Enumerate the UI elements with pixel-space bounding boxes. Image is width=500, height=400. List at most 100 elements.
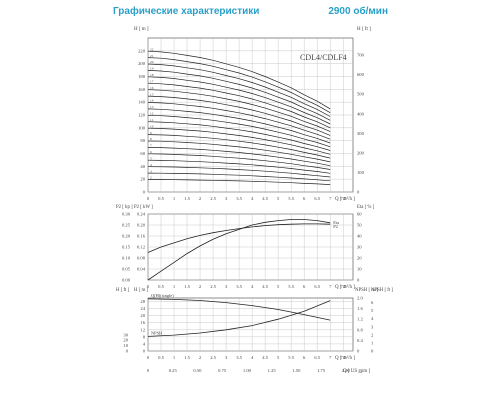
npsh-chart-ytick-m-label: 8 [143,334,146,339]
head-curve-label-14: 14 [150,99,154,103]
npsh-chart-xtick-label: 5.5 [288,355,294,360]
head-curve-21 [147,57,331,114]
gpm-axis-label: Q [ US gpm ] [343,369,371,374]
head-chart-xtick-label: 3 [225,196,228,201]
head-curve-label-4: 4 [150,163,152,167]
head-curve-label-3: 3 [150,169,152,173]
head-curve-label-22: 22 [150,47,154,51]
head-curve-label-15: 15 [150,92,154,96]
npsh-chart-ylabel-m: H [ m ] [134,288,148,293]
npsh-chart-ytick-m-label: 20 [140,313,145,318]
gpm-axis-tick-label: 1.75 [317,368,326,373]
power-chart-ytick-kw-label: 0.20 [137,223,146,228]
gpm-axis-tick-label: 0 [147,368,150,373]
head-chart-ytick-label: 40 [140,164,145,169]
npsh-chart-ylabel-right-m: NPSH [ m ] [355,288,378,293]
power-chart-ytick-kw-label: 0.04 [137,267,146,272]
head-chart-ytick-label: 220 [138,48,146,53]
power-chart-ytick-hp-label: 0.10 [122,256,131,261]
head-curve-18 [147,76,331,125]
power-chart-ytick-kw-label: 0.12 [137,245,146,250]
head-curve-20 [147,63,331,117]
head-chart-ylabel-right: H [ ft ] [357,27,371,32]
head-curve-6 [147,153,331,170]
head-curve-14 [147,102,331,140]
gpm-axis-tick-label: 0.50 [193,368,202,373]
npsh-chart-ytick-m-label: 16 [140,320,145,325]
head-chart-xtick-label: 2.5 [210,196,216,201]
power-chart-xtick-label: 2 [199,284,202,289]
npsh-chart-ylabel-right-ft: NPSH [ ft ] [371,288,393,293]
npsh-chart-ylabel-ft: H [ ft ] [116,288,130,293]
npsh-chart-ytick-ft-label: 10 [123,343,128,348]
npsh-chart-xtick-label: 0 [147,355,150,360]
power-chart-ylabel-right: Eta [ % ] [357,205,375,210]
head-chart-xtick-label: 5.5 [288,196,294,201]
power-chart-ytick-right-label: 40 [357,234,362,239]
eta-curve-label: Eta [333,220,339,225]
head-curve-12 [147,114,331,148]
npsh-chart-ytick-right-ft-label: 4 [371,316,374,321]
npsh-chart-ytick-right-m-label: 2.0 [357,296,363,301]
npsh-chart-ytick-right-m-label: 1.2 [357,317,363,322]
head-chart-ytick-label: 100 [138,125,146,130]
head-curve-19 [147,70,331,121]
npsh-curve [147,300,331,337]
head-chart-ytick-label: 160 [138,87,146,92]
head-chart-ytick-label: 120 [138,113,146,118]
npsh-chart-xlabel: Q [ m³/h ] [335,355,355,361]
npsh-chart-xtick-label: 1.5 [184,355,190,360]
power-chart-ytick-hp-label: 0.25 [122,223,131,228]
head-curve-label-21: 21 [150,54,154,58]
pump-speed-label: 2900 об/мин [328,6,388,17]
head-chart-xtick-label: 4.5 [262,196,268,201]
power-chart-xtick-label: 2.5 [210,284,216,289]
npsh-chart-ytick-ft-label: 0 [126,349,129,354]
power-chart-ytick-right-label: 10 [357,267,362,272]
head-curve-13 [147,108,331,144]
p2-curve [147,223,331,253]
head-curve-11 [147,121,331,151]
npsh-chart-frame [147,297,354,352]
head-curve-9 [147,134,331,159]
npsh-curve-label: NPSH [151,330,163,335]
head-curve-label-7: 7 [150,144,152,148]
head-chart-xtick-label: 6 [303,196,306,201]
head-chart-ytick-right-label: 600 [357,72,365,77]
head-curve-label-12: 12 [150,112,154,116]
head-curve-label-2: 2 [150,176,152,180]
eta-curve [147,219,331,281]
head-curve-label-16: 16 [150,86,154,90]
head-chart-xtick-label: 0 [147,196,150,201]
npsh-chart-xtick-label: 7 [329,355,332,360]
head-chart-xlabel: Q [ m³/h ] [335,196,355,202]
npsh-chart-ytick-right-ft-label: 5 [371,308,374,313]
npsh-chart-ytick-right-ft-label: 2 [371,332,374,337]
power-chart-xtick-label: 7.5 [340,284,346,289]
gpm-axis-tick-label: 2.00 [342,368,351,373]
power-chart-ytick-right-label: 50 [357,223,362,228]
head-chart-xtick-label: 5 [277,196,280,201]
npsh-chart-xtick-label: 6 [303,355,306,360]
head-chart-ytick-label: 200 [138,61,146,66]
npsh-chart-ytick-right-m-label: 0 [357,349,360,354]
head-curve-label-20: 20 [150,60,154,64]
power-chart-ylabel-kw: P2 [ kW ] [134,205,153,210]
npsh-chart-ytick-right-m-label: 0.4 [357,338,363,343]
power-chart-ytick-right-label: 0 [357,278,360,283]
power-chart-xtick-label: 1 [173,284,176,289]
head-curve-label-17: 17 [150,79,154,83]
power-chart-ytick-right-label: 20 [357,256,362,261]
npsh-chart-xtick-label: 6.5 [314,355,320,360]
gpm-axis-tick-label: 0.75 [218,368,227,373]
head-chart-ytick-label: 80 [140,138,145,143]
gpm-axis-tick-label: 0.25 [169,368,178,373]
chart-page-title: Графические характеристики [113,6,260,17]
gpm-axis-tick-label: 1.50 [292,368,301,373]
npsh-chart-ytick-right-ft-label: 3 [371,324,374,329]
power-chart-xtick-label: 4 [251,284,254,289]
npsh-chart-ytick-m-label: 0 [143,349,146,354]
power-chart-ytick-right-label: 30 [357,245,362,250]
npsh-chart-ytick-ft-label: 20 [123,338,128,343]
